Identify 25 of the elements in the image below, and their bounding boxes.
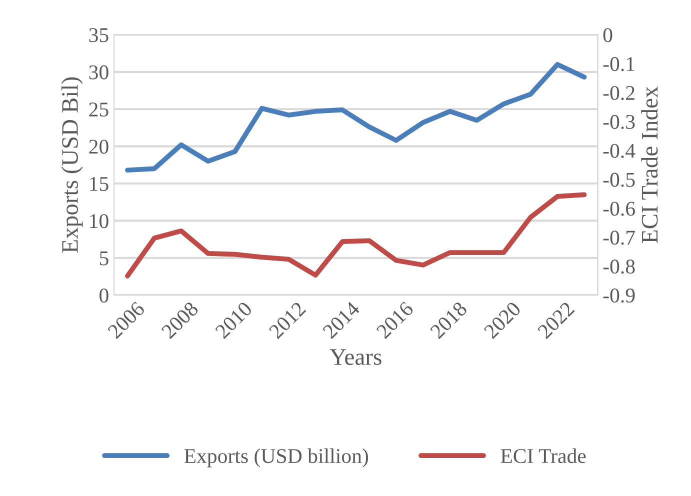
y2-tick-label: -0.1 (603, 57, 634, 72)
y-tick-label: 20 (89, 140, 108, 154)
y-tick-label: 5 (100, 252, 108, 266)
x-axis-title: Years (330, 349, 382, 365)
legend-label: ECI Trade (500, 448, 586, 464)
y2-tick-label: -0.3 (603, 114, 635, 130)
y-tick-label: 15 (90, 176, 108, 191)
line-series (125, 192, 587, 278)
y2-tick-label: -0.7 (603, 230, 635, 245)
y-tick-label: 30 (89, 65, 108, 80)
y2-tick-label: -0.9 (603, 288, 635, 303)
y-tick-label: 0 (100, 288, 108, 303)
y-axis-title: Exports (USD Bil) (61, 77, 83, 253)
y-tick-label: 35 (89, 28, 108, 42)
y-tick-label: 10 (90, 214, 108, 228)
legend-label: Exports (USD billion) (184, 448, 368, 468)
y2-tick-label: -0.2 (603, 86, 634, 100)
y2-tick-label: 0 (603, 28, 612, 42)
y2-tick-label: -0.6 (603, 202, 635, 216)
y-tick-label: 25 (89, 102, 108, 117)
y2-axis-title: ECI Trade Index (641, 86, 658, 243)
y2-tick-label: -0.8 (603, 260, 635, 274)
y2-tick-label: -0.5 (603, 172, 635, 187)
y2-tick-label: -0.4 (603, 144, 636, 158)
line-series (125, 62, 587, 173)
